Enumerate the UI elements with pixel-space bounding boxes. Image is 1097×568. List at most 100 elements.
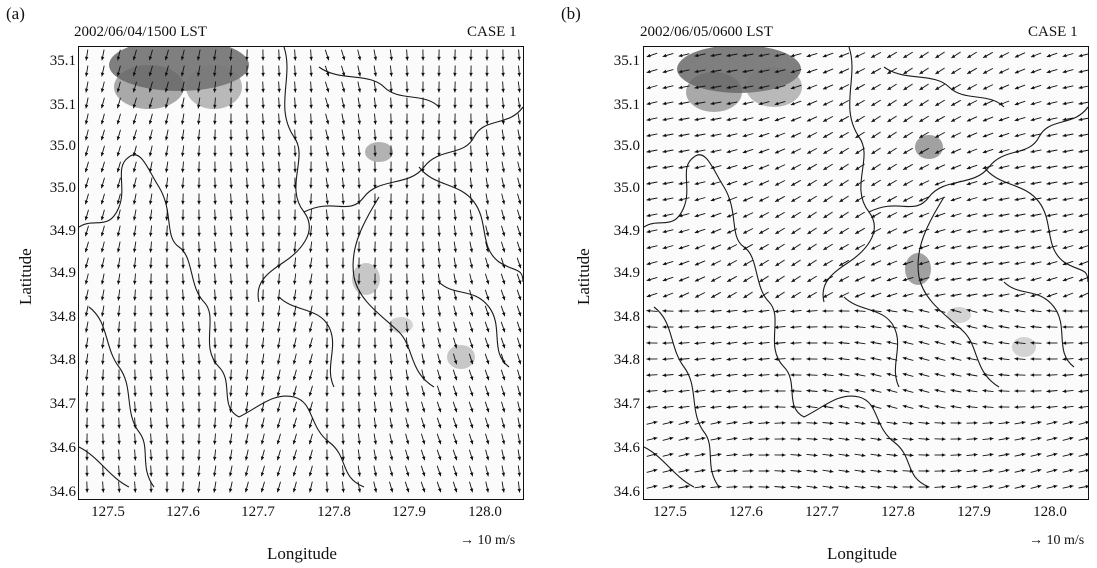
coastline	[278, 296, 335, 388]
wind-arrow-head	[1046, 293, 1051, 298]
wind-arrow-head	[1037, 420, 1042, 425]
wind-arrow-head	[469, 488, 474, 493]
wind-arrow-head	[918, 372, 923, 377]
wind-arrow-head	[341, 296, 345, 301]
wind-arrow-head	[733, 453, 738, 457]
wind-arrow-head	[501, 120, 505, 125]
wind-arrow-head	[1030, 149, 1035, 154]
wind-arrow-head	[758, 53, 763, 58]
wind-arrow-head	[261, 264, 265, 269]
wind-arrow-head	[1085, 452, 1088, 457]
wind-arrow-head	[437, 440, 442, 445]
wind-arrow-head	[717, 485, 722, 489]
wind-arrow-head	[1030, 117, 1035, 122]
wind-arrow-head	[405, 392, 410, 397]
wind-arrow-head	[791, 262, 796, 266]
wind-arrow-head	[774, 309, 779, 313]
x-tick-label: 127.8	[881, 504, 915, 520]
wind-arrow-head	[678, 262, 683, 266]
wind-arrow-head	[861, 421, 866, 426]
wind-arrow-head	[437, 408, 442, 413]
wind-arrow-head	[117, 312, 121, 317]
wind-arrow-head	[357, 312, 361, 317]
wind-arrow-head	[1014, 373, 1019, 377]
wind-arrow-head	[807, 214, 812, 218]
wind-arrow-head	[100, 280, 105, 285]
wind-arrow-head	[902, 372, 907, 377]
wind-arrow-head	[437, 280, 441, 285]
wind-arrow-head	[84, 136, 89, 141]
wind-arrow-head	[148, 200, 153, 205]
wind-arrow-head	[1037, 468, 1042, 473]
wind-arrow-head	[678, 101, 683, 106]
wind-arrow-head	[357, 488, 362, 493]
wind-arrow-head	[855, 102, 860, 106]
wind-arrow-head	[437, 72, 441, 77]
wind-arrow-head	[998, 293, 1003, 298]
wind-arrow-head	[164, 104, 169, 109]
wind-arrow-head	[1005, 468, 1010, 473]
wind-arrow-head	[213, 328, 217, 333]
wind-arrow-head	[197, 152, 201, 157]
wind-arrow-head	[998, 213, 1003, 218]
wind-arrow-head	[886, 404, 891, 409]
wind-arrow-head	[797, 453, 802, 457]
wind-arrow-head	[405, 360, 410, 365]
wind-arrow-head	[982, 245, 987, 250]
wind-arrow-head	[791, 150, 796, 154]
wind-arrow-head	[1046, 373, 1051, 377]
wind-arrow-head	[758, 150, 763, 154]
wind-arrow-head	[822, 325, 827, 329]
wind-arrow-head	[710, 133, 715, 138]
wind-arrow-head	[261, 360, 265, 365]
wind-arrow-head	[934, 245, 939, 250]
wind-arrow-head	[791, 214, 796, 218]
wind-arrow-head	[1046, 69, 1051, 74]
wind-arrow-head	[918, 293, 923, 298]
wind-arrow-head	[710, 230, 715, 234]
wind-arrow-head	[806, 357, 811, 361]
wind-arrow-head	[437, 136, 441, 141]
wind-arrow-head	[308, 296, 313, 301]
wind-arrow-head	[934, 261, 939, 266]
wind-arrow-head	[989, 421, 994, 425]
wind-arrow-head	[309, 104, 313, 109]
wind-arrow-head	[646, 341, 651, 345]
wind-arrow-head	[501, 280, 506, 285]
wind-arrow-head	[1030, 405, 1035, 409]
wind-arrow-head	[807, 294, 812, 298]
wind-arrow-head	[485, 248, 490, 253]
wind-arrow-head	[293, 136, 297, 141]
wind-arrow-head	[85, 488, 89, 493]
wind-arrow-head	[989, 468, 994, 473]
wind-arrow-head	[373, 296, 377, 301]
cloud-patch	[447, 345, 475, 369]
wind-arrow-head	[213, 392, 217, 397]
wind-arrow-head	[886, 262, 891, 266]
wind-arrow-head	[717, 452, 722, 457]
wind-arrow-head	[421, 200, 425, 205]
wind-arrow-head	[164, 152, 169, 157]
wind-arrow-head	[245, 136, 249, 141]
wind-arrow-head	[453, 136, 457, 141]
wind-arrow-head	[1046, 357, 1051, 361]
wind-arrow-head	[871, 166, 876, 170]
wind-arrow-head	[213, 216, 217, 221]
wind-arrow-head	[245, 120, 249, 125]
wind-arrow-head	[982, 213, 987, 218]
wind-arrow-head	[485, 376, 490, 381]
wind-arrow-head	[517, 184, 522, 189]
wind-arrow-head	[229, 184, 233, 189]
wind-arrow-head	[1078, 245, 1083, 250]
wind-arrow-head	[678, 309, 683, 313]
wind-arrow-head	[485, 360, 490, 365]
wind-arrow-head	[421, 344, 426, 349]
wind-arrow-head	[758, 309, 763, 313]
wind-arrow-head	[646, 261, 651, 266]
wind-arrow-head	[726, 165, 731, 170]
wind-arrow-head	[918, 214, 923, 218]
wind-arrow-head	[774, 53, 779, 58]
wind-arrow-head	[469, 72, 473, 77]
wind-arrow-head	[774, 325, 779, 329]
wind-arrow-head	[181, 328, 185, 333]
